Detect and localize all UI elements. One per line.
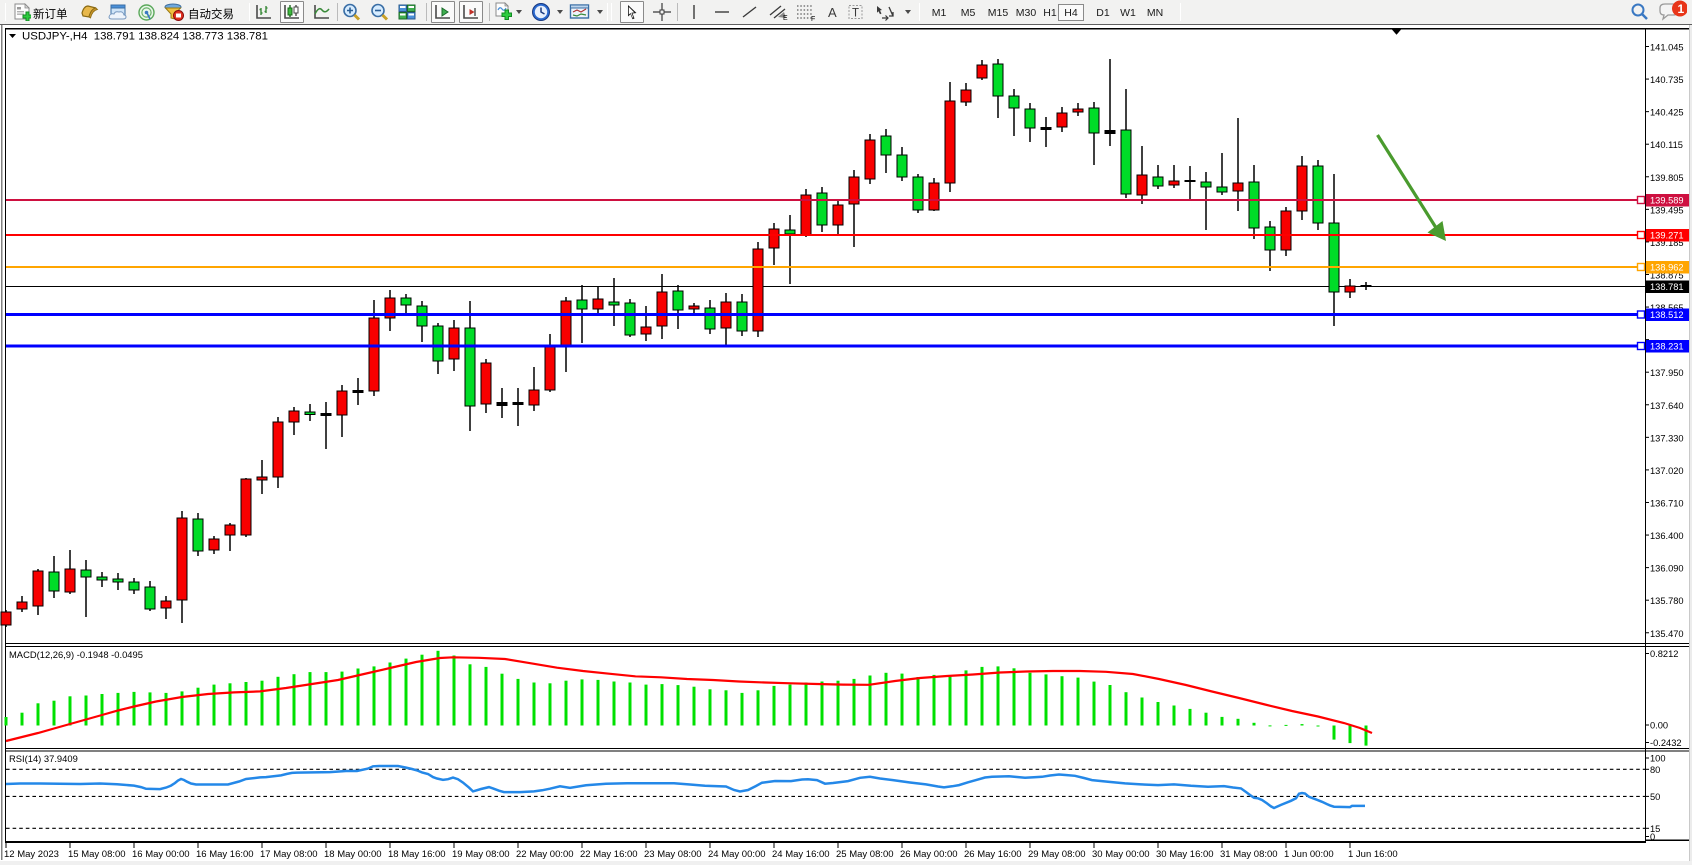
svg-text:30 May 16:00: 30 May 16:00 [1156, 849, 1214, 860]
svg-text:139.589: 139.589 [1650, 196, 1684, 206]
svg-text:139.271: 139.271 [1650, 231, 1684, 241]
svg-text:1 Jun 16:00: 1 Jun 16:00 [1348, 849, 1398, 860]
svg-text:138.231: 138.231 [1650, 342, 1684, 352]
svg-text:E: E [783, 15, 788, 21]
svg-text:50: 50 [1650, 792, 1660, 802]
svg-text:139.805: 139.805 [1650, 173, 1684, 183]
svg-text:22 May 16:00: 22 May 16:00 [580, 849, 638, 860]
svg-text:137.330: 137.330 [1650, 433, 1684, 443]
svg-text:135.780: 135.780 [1650, 596, 1684, 606]
svg-text:F: F [811, 16, 815, 21]
svg-text:31 May 08:00: 31 May 08:00 [1220, 849, 1278, 860]
svg-text:24 May 16:00: 24 May 16:00 [772, 849, 830, 860]
svg-text:135.470: 135.470 [1650, 629, 1684, 639]
svg-text:0: 0 [1650, 832, 1655, 842]
svg-text:1: 1 [1678, 2, 1685, 16]
svg-text:24 May 00:00: 24 May 00:00 [708, 849, 766, 860]
svg-text:140.425: 140.425 [1650, 108, 1684, 118]
svg-text:26 May 16:00: 26 May 16:00 [964, 849, 1022, 860]
svg-text:23 May 08:00: 23 May 08:00 [644, 849, 702, 860]
svg-text:140.115: 140.115 [1650, 140, 1683, 150]
svg-text:-0.2432: -0.2432 [1650, 738, 1682, 748]
svg-text:137.950: 137.950 [1650, 368, 1684, 378]
svg-text:MACD(12,26,9) -0.1948 -0.0495: MACD(12,26,9) -0.1948 -0.0495 [9, 649, 143, 660]
svg-text:19 May 08:00: 19 May 08:00 [452, 849, 510, 860]
svg-text:18 May 16:00: 18 May 16:00 [388, 849, 446, 860]
svg-text:26 May 00:00: 26 May 00:00 [900, 849, 958, 860]
svg-text:136.400: 136.400 [1650, 531, 1684, 541]
svg-text:USDJPY-,H4 138.791 138.824 13: USDJPY-,H4 138.791 138.824 138.773 138.7… [22, 31, 268, 43]
svg-text:18 May 00:00: 18 May 00:00 [324, 849, 382, 860]
svg-text:1 Jun 00:00: 1 Jun 00:00 [1284, 849, 1334, 860]
svg-text:22 May 00:00: 22 May 00:00 [516, 849, 574, 860]
svg-text:29 May 08:00: 29 May 08:00 [1028, 849, 1086, 860]
svg-text:A: A [828, 5, 837, 20]
svg-text:139.185: 139.185 [1650, 238, 1684, 248]
svg-text:138.781: 138.781 [1650, 282, 1684, 292]
svg-text:RSI(14) 37.9409: RSI(14) 37.9409 [9, 753, 78, 764]
svg-text:138.962: 138.962 [1650, 263, 1684, 273]
svg-text:137.020: 137.020 [1650, 466, 1684, 476]
svg-text:136.710: 136.710 [1650, 498, 1684, 508]
svg-text:138.512: 138.512 [1650, 310, 1684, 320]
svg-text:16 May 00:00: 16 May 00:00 [132, 849, 190, 860]
svg-text:16 May 16:00: 16 May 16:00 [196, 849, 254, 860]
svg-text:30 May 00:00: 30 May 00:00 [1092, 849, 1150, 860]
svg-text:0.8212: 0.8212 [1650, 649, 1678, 659]
svg-text:T: T [852, 8, 859, 20]
svg-text:100: 100 [1650, 754, 1666, 764]
svg-text:138.875: 138.875 [1650, 270, 1684, 280]
svg-text:15 May 08:00: 15 May 08:00 [68, 849, 126, 860]
svg-text:139.495: 139.495 [1650, 205, 1684, 215]
svg-text:15: 15 [1650, 824, 1660, 834]
svg-text:25 May 08:00: 25 May 08:00 [836, 849, 894, 860]
svg-text:141.045: 141.045 [1650, 43, 1684, 53]
svg-text:136.090: 136.090 [1650, 564, 1684, 574]
svg-text:140.735: 140.735 [1650, 75, 1684, 85]
svg-text:80: 80 [1650, 765, 1660, 775]
svg-text:17 May 08:00: 17 May 08:00 [260, 849, 318, 860]
svg-text:138.565: 138.565 [1650, 303, 1684, 313]
svg-text:0.00: 0.00 [1650, 721, 1668, 731]
svg-text:137.640: 137.640 [1650, 401, 1684, 411]
svg-text:12 May 2023: 12 May 2023 [4, 849, 59, 860]
